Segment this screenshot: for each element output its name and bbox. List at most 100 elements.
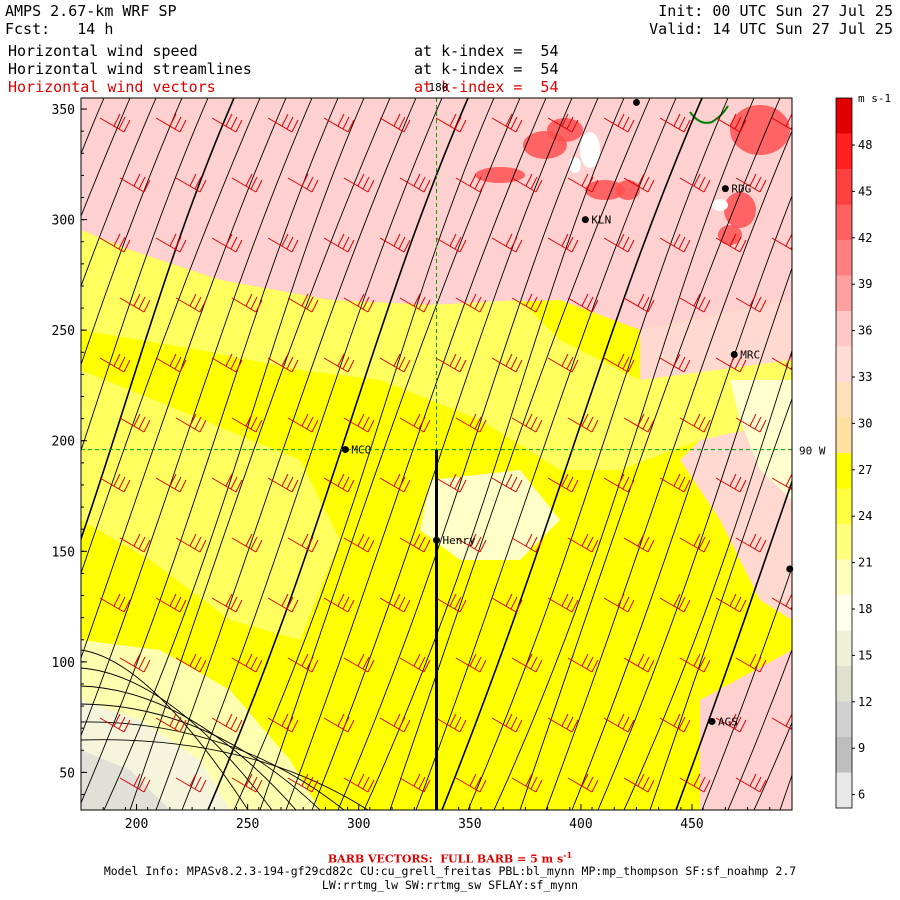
colorbar-swatch (836, 240, 852, 276)
wind-barb (455, 413, 487, 433)
y-tick-label: 50 (59, 766, 75, 781)
wind-barb (399, 413, 431, 433)
wind-barb (491, 593, 523, 613)
station-marker (730, 350, 738, 358)
wind-barb (267, 233, 299, 253)
field-streamlines: Horizontal wind streamlines (8, 60, 252, 78)
wind-barb (155, 593, 187, 613)
station-marker (632, 98, 640, 106)
colorbar-label: 42 (858, 231, 872, 245)
wind-barb (155, 713, 187, 733)
streamline (207, 98, 469, 810)
streamline-sw (81, 667, 273, 810)
wind-barb (435, 713, 467, 733)
streamline (389, 98, 651, 810)
station-label: RDG (731, 183, 751, 196)
wind-barb (567, 653, 599, 673)
wind-barb (679, 533, 711, 553)
wind-barb (323, 713, 355, 733)
y-tick-label: 350 (52, 103, 75, 118)
wind-barb (547, 713, 579, 733)
wind-barb (379, 233, 411, 253)
streamline (81, 98, 261, 575)
y-tick-label: 100 (52, 656, 75, 671)
colorbar-swatch (836, 701, 852, 738)
wind-barb (379, 713, 411, 733)
wind-barb (119, 773, 151, 793)
streamline (727, 648, 792, 810)
colorbar-swatch (836, 169, 852, 205)
wind-barb (547, 353, 579, 373)
wind-barb (567, 533, 599, 553)
field-vectors: Horizontal wind vectors (8, 78, 216, 96)
wind-barb (715, 113, 747, 133)
axis-ticks: 200 250 300 350 400 450 50 100 150 200 250 300 350 (52, 103, 793, 832)
wind-barb (99, 593, 131, 613)
colorbar-swatch (836, 737, 852, 773)
wind-barb (211, 593, 243, 613)
wind-barb (231, 413, 263, 433)
wind-barb (435, 473, 467, 493)
x-tick-label: 450 (680, 817, 703, 832)
wind-barb (623, 293, 655, 313)
colorbar-label: 33 (858, 370, 872, 384)
level-wind-speed: at k-index = 54 (414, 42, 559, 60)
colorbar-swatch (836, 595, 852, 631)
wind-barb (623, 653, 655, 673)
fill-band-pink-east (640, 300, 792, 620)
streamline (233, 98, 495, 810)
wind-barb (511, 653, 543, 673)
wind-barb (343, 413, 375, 433)
wind-barb (379, 353, 411, 373)
wind-barb (511, 173, 543, 193)
wind-barb (623, 533, 655, 553)
fill-jet-core (616, 180, 640, 200)
station-label: KLN (591, 214, 611, 227)
colorbar-swatch (836, 204, 852, 241)
wind-barb (267, 113, 299, 133)
wind-barb (119, 533, 151, 553)
wind-barb (231, 773, 263, 793)
station-label: MRC (740, 348, 760, 361)
field-wind-speed: Horizontal wind speed (8, 42, 198, 60)
wind-barb (211, 233, 243, 253)
wind-barb (659, 593, 691, 613)
wind-barb (287, 173, 319, 193)
fill-white-patch (712, 199, 728, 211)
wind-barb (567, 293, 599, 313)
wind-barb (343, 653, 375, 673)
wind-barb (119, 173, 151, 193)
wind-barb (287, 293, 319, 313)
wind-barb (735, 173, 767, 193)
streamline (0, 98, 52, 810)
wind-barb (679, 653, 711, 673)
model-info-2: LW:rrtmg_lw SW:rrtmg_sw SFLAY:sf_mynn (321, 878, 579, 892)
wind-barb (603, 113, 635, 133)
colorbar-swatch (836, 275, 852, 312)
streamline (81, 98, 287, 660)
wind-barb (659, 473, 691, 493)
streamline-sw (81, 685, 297, 810)
wind-barb (287, 533, 319, 553)
colorbar-swatch (836, 346, 852, 383)
colorbar: 48 45 42 39 36 33 30 27 24 21 18 15 12 9 6 (835, 97, 872, 809)
wind-barb (603, 473, 635, 493)
wind-barb (715, 233, 747, 253)
wind-barb (379, 473, 411, 493)
wind-barb (343, 293, 375, 313)
streamline (441, 98, 703, 810)
wind-barb (455, 173, 487, 193)
x-tick-label: 350 (458, 817, 481, 832)
wind-barb (715, 473, 747, 493)
colorbar-unit: m s-1 (858, 92, 892, 105)
colorbar-label: 36 (858, 324, 872, 338)
colorbar-swatch (836, 98, 852, 134)
init-time: Init: 00 UTC Sun 27 Jul 25 (658, 2, 893, 20)
wind-barb (155, 113, 187, 133)
wind-barb (715, 713, 747, 733)
wind-barb (399, 173, 431, 193)
colorbar-swatch (836, 417, 852, 454)
forecast-hour: Fcst: 14 h (5, 20, 114, 38)
wind-barb (511, 533, 543, 553)
